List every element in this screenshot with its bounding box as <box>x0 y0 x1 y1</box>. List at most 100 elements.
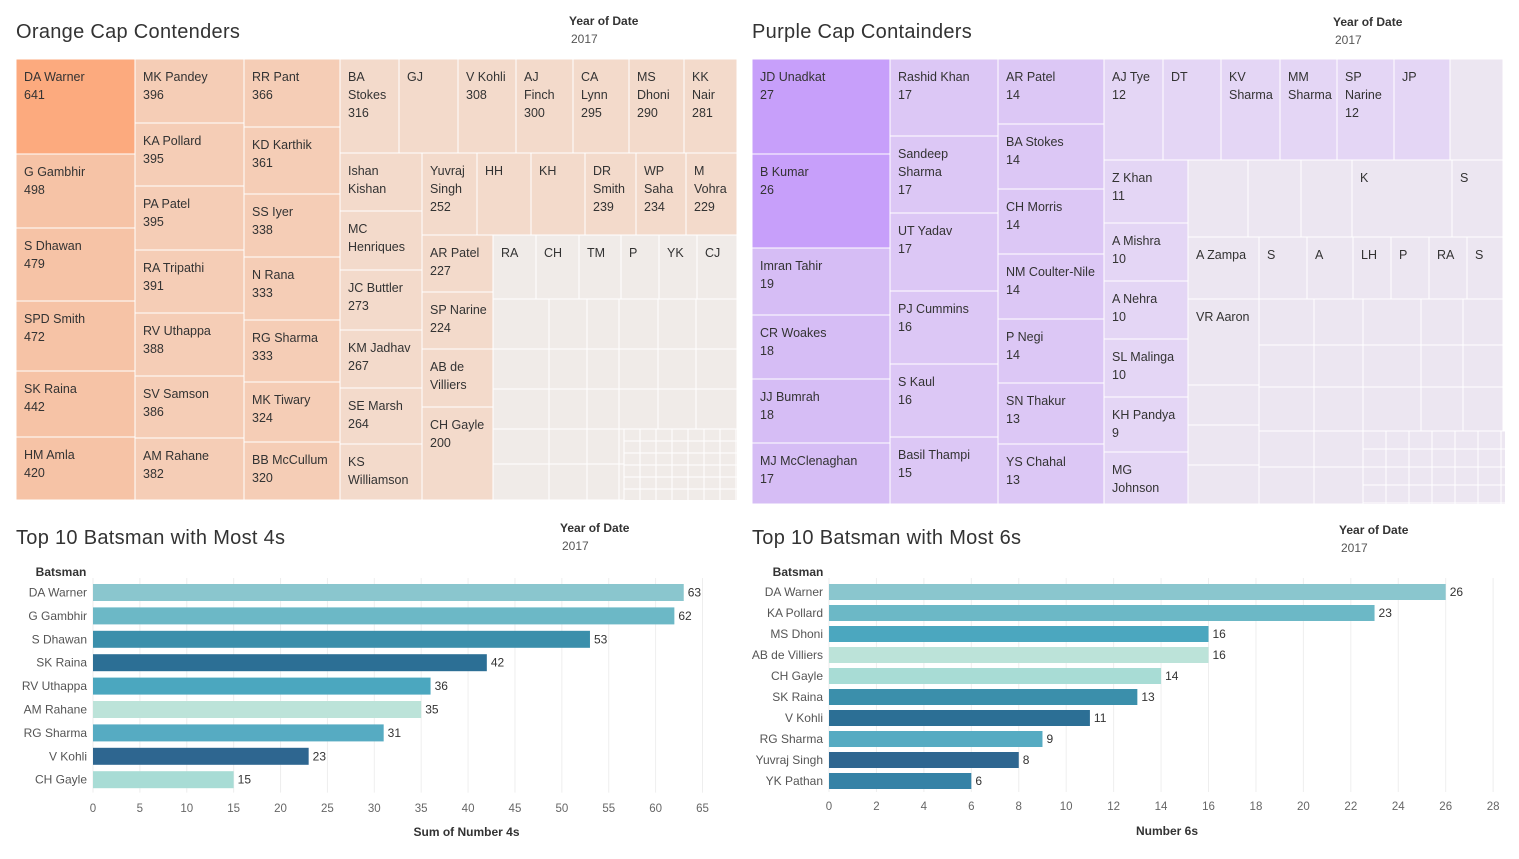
purple-cell-rect[interactable] <box>1279 59 1338 161</box>
orange-filler-cell[interactable] <box>657 348 697 390</box>
orange-filler-cell[interactable] <box>618 388 659 430</box>
orange-cell-rect[interactable] <box>421 234 494 293</box>
orange-filler-cell[interactable] <box>671 440 689 454</box>
sixes-bar-row-ch-gayle[interactable]: CH Gayle 14 <box>771 668 1179 684</box>
fours-bar[interactable] <box>93 724 384 742</box>
orange-cell-rect[interactable] <box>134 249 245 314</box>
orange-filler-cell[interactable] <box>687 428 705 442</box>
orange-filler-cell[interactable] <box>655 440 673 454</box>
orange-cell-mk-tiwary[interactable]: MK Tiwary 324 <box>243 381 341 443</box>
orange-filler-cell[interactable] <box>719 464 737 478</box>
orange-filler-cell[interactable] <box>655 476 673 490</box>
purple-cell-dt[interactable]: DT <box>1162 59 1222 161</box>
purple-cell-rect[interactable] <box>1258 236 1308 300</box>
purple-cell-a[interactable]: A <box>1306 236 1354 300</box>
purple-filler-cell[interactable] <box>1385 430 1410 450</box>
orange-filler-cell[interactable] <box>618 348 659 390</box>
orange-cell-ms-dhoni[interactable]: MS Dhoni 290 <box>628 59 685 154</box>
orange-cell-jc-buttler[interactable]: JC Buttler 273 <box>339 269 423 331</box>
purple-filler-cell[interactable] <box>1477 466 1502 486</box>
purple-filler-cell[interactable] <box>1431 502 1456 504</box>
orange-cell-yk[interactable]: YK <box>658 234 698 300</box>
purple-filler-cell[interactable] <box>1258 298 1315 346</box>
purple-cell-p-negi[interactable]: P Negi 14 <box>997 318 1105 384</box>
purple-cell-rect[interactable] <box>1103 280 1189 340</box>
purple-filler-cell[interactable] <box>1258 344 1315 388</box>
orange-filler-cell[interactable] <box>687 464 705 478</box>
orange-cell-hm-amla[interactable]: HM Amla 420 <box>16 436 136 500</box>
orange-filler-cell[interactable] <box>492 463 550 500</box>
sixes-bar-row-sk-raina[interactable]: SK Raina 13 <box>772 689 1155 705</box>
sixes-bar-row-rg-sharma[interactable]: RG Sharma 9 <box>760 731 1054 747</box>
purple-cell-rect[interactable] <box>1466 236 1504 300</box>
orange-cell-cj[interactable]: CJ <box>696 234 737 300</box>
orange-cell-rect[interactable] <box>457 59 517 154</box>
sixes-bar[interactable] <box>829 626 1209 642</box>
orange-filler-cell[interactable] <box>695 348 737 390</box>
orange-cell-ar-patel[interactable]: AR Patel 227 <box>421 234 494 293</box>
orange-filler-cell[interactable] <box>703 428 721 442</box>
purple-cell-rect[interactable] <box>1393 59 1451 161</box>
purple-filler-cell[interactable] <box>1477 448 1502 468</box>
purple-filler-cell[interactable] <box>1420 386 1464 432</box>
fours-bar-row-rg-sharma[interactable]: RG Sharma 31 <box>24 724 402 742</box>
orange-cell-kd-karthik[interactable]: KD Karthik 361 <box>243 126 341 195</box>
purple-filler-cell[interactable] <box>1313 298 1364 346</box>
fours-bar[interactable] <box>93 630 590 648</box>
orange-cell-mc-henriques[interactable]: MC Henriques <box>339 210 423 271</box>
orange-cell-km-jadhav[interactable]: KM Jadhav 267 <box>339 329 423 389</box>
sixes-bar[interactable] <box>829 773 972 789</box>
purple-filler-cell[interactable] <box>1362 466 1387 486</box>
orange-cell-rr-pant[interactable]: RR Pant 366 <box>243 59 341 128</box>
fours-bar-row-da-warner[interactable]: DA Warner 63 <box>29 584 702 601</box>
purple-cell-rect[interactable] <box>889 363 999 438</box>
purple-cell-ba-stokes[interactable]: BA Stokes 14 <box>997 123 1105 190</box>
purple-cell-a-mishra[interactable]: A Mishra 10 <box>1103 222 1189 282</box>
orange-filler-cell[interactable] <box>623 440 641 454</box>
orange-filler-cell[interactable] <box>639 464 657 478</box>
orange-filler-cell[interactable] <box>655 428 673 442</box>
purple-filler-cell[interactable] <box>1362 386 1422 432</box>
orange-cell-ra-tripathi[interactable]: RA Tripathi 391 <box>134 249 245 314</box>
orange-cell-n-rana[interactable]: N Rana 333 <box>243 256 341 321</box>
orange-cell-kk-nair[interactable]: KK Nair 281 <box>683 59 737 154</box>
orange-filler-cell[interactable] <box>719 488 737 500</box>
orange-filler-cell[interactable] <box>492 428 550 465</box>
orange-cell-hh[interactable]: HH <box>476 152 532 236</box>
purple-filler-cell[interactable] <box>1420 344 1464 388</box>
orange-cell-rect[interactable] <box>530 152 586 236</box>
purple-filler-cell[interactable] <box>1477 430 1502 450</box>
purple-filler-cell[interactable] <box>1187 424 1260 466</box>
fours-bar-row-g-gambhir[interactable]: G Gambhir 62 <box>28 607 692 625</box>
orange-filler-cell[interactable] <box>586 348 620 390</box>
orange-filler-cell[interactable] <box>719 428 737 442</box>
orange-filler-cell[interactable] <box>618 298 659 350</box>
orange-filler-cell[interactable] <box>687 488 705 500</box>
orange-filler-cell[interactable] <box>657 388 697 430</box>
orange-filler-cell[interactable] <box>623 464 641 478</box>
purple-cell-sn-thakur[interactable]: SN Thakur 13 <box>997 382 1105 445</box>
orange-cell-rect[interactable] <box>339 387 423 445</box>
purple-cell-jj-bumrah[interactable]: JJ Bumrah 18 <box>752 378 891 444</box>
purple-cell-rect[interactable] <box>1187 236 1260 300</box>
purple-cell-sp-narine[interactable]: SP Narine 12 <box>1336 59 1395 161</box>
purple-cell-ut-yadav[interactable]: UT Yadav 17 <box>889 212 999 292</box>
purple-cell-rect[interactable] <box>1451 159 1504 238</box>
purple-filler-cell[interactable] <box>1454 466 1479 486</box>
sixes-bar-row-v-kohli[interactable]: V Kohli 11 <box>785 710 1107 726</box>
orange-cell-rect[interactable] <box>16 436 136 500</box>
purple-filler-cell[interactable] <box>1462 386 1504 432</box>
orange-cell-g-gambhir[interactable]: G Gambhir 498 <box>16 153 136 229</box>
orange-cell-rect[interactable] <box>134 59 245 124</box>
orange-cell-kh[interactable]: KH <box>530 152 586 236</box>
orange-filler-cell[interactable] <box>735 464 737 478</box>
purple-filler-cell[interactable] <box>1385 502 1410 504</box>
purple-filler-cell[interactable] <box>1431 430 1456 450</box>
orange-filler-cell[interactable] <box>548 298 588 350</box>
orange-cell-rect[interactable] <box>16 153 136 229</box>
purple-cell-ys-chahal[interactable]: YS Chahal 13 <box>997 443 1105 504</box>
orange-cell-am-rahane[interactable]: AM Rahane 382 <box>134 437 245 500</box>
purple-cell-rect[interactable] <box>752 442 891 504</box>
purple-filler-cell[interactable] <box>1362 448 1387 468</box>
fours-bar[interactable] <box>93 584 684 601</box>
